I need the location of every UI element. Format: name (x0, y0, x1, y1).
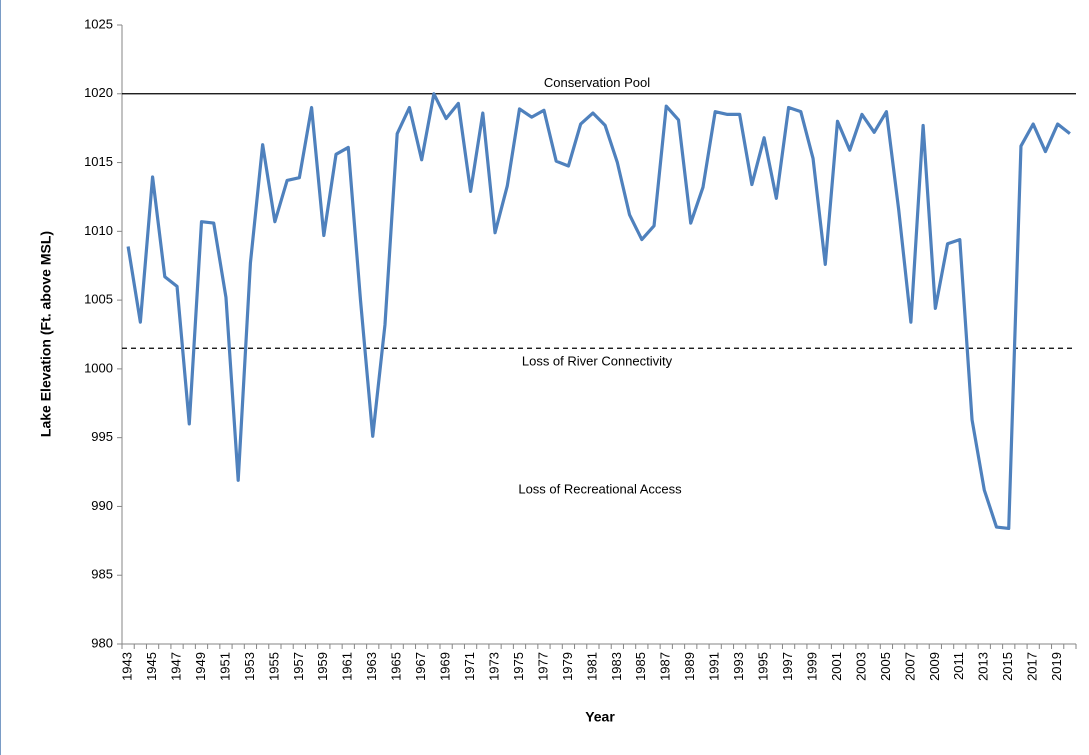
y-tick-label: 1020 (84, 85, 113, 100)
x-tick-label: 1985 (633, 652, 648, 681)
reference-label: Loss of River Connectivity (522, 354, 673, 369)
y-tick-label: 980 (91, 635, 113, 650)
y-tick-label: 990 (91, 498, 113, 513)
x-tick-label: 2011 (951, 652, 966, 680)
x-tick-label: 1957 (291, 652, 306, 681)
x-tick-label: 1969 (438, 652, 453, 681)
y-tick-label: 1010 (84, 223, 113, 238)
y-axis-title: Lake Elevation (Ft. above MSL) (38, 231, 54, 437)
x-tick-label: 2007 (902, 652, 917, 681)
x-axis-title: Year (585, 709, 615, 725)
reference-label: Conservation Pool (544, 75, 650, 90)
x-tick-label: 1965 (389, 652, 404, 681)
x-tick-label: 1963 (364, 652, 379, 681)
y-tick-label: 1000 (84, 360, 113, 375)
y-tick-label: 1005 (84, 292, 113, 307)
x-tick-label: 1991 (707, 652, 722, 681)
y-tick-label: 985 (91, 567, 113, 582)
x-tick-label: 1947 (168, 652, 183, 681)
x-tick-label: 1993 (731, 652, 746, 681)
x-tick-label: 1987 (658, 652, 673, 681)
x-tick-label: 2003 (853, 652, 868, 681)
x-tick-label: 1999 (804, 652, 819, 681)
x-tick-label: 1971 (462, 652, 477, 681)
x-tick-label: 1961 (340, 652, 355, 681)
x-tick-label: 1943 (120, 652, 135, 681)
x-tick-label: 1995 (756, 652, 771, 681)
x-tick-label: 1953 (242, 652, 257, 681)
y-tick-label: 1015 (84, 154, 113, 169)
x-tick-label: 2001 (829, 652, 844, 681)
x-tick-label: 1997 (780, 652, 795, 681)
data-line (126, 92, 1071, 531)
x-tick-label: 1983 (609, 652, 624, 681)
x-tick-label: 1955 (266, 652, 281, 681)
y-tick-label: 995 (91, 429, 113, 444)
x-tick-label: 1959 (315, 652, 330, 681)
x-tick-label: 2015 (1000, 652, 1015, 681)
x-tick-label: 1973 (486, 652, 501, 681)
x-tick-label: 1977 (535, 652, 550, 681)
x-tick-label: 2009 (927, 652, 942, 681)
x-tick-label: 2005 (878, 652, 893, 681)
x-tick-label: 1951 (217, 652, 232, 681)
x-tick-label: 1981 (584, 652, 599, 681)
x-tick-label: 1989 (682, 652, 697, 681)
x-tick-label: 1979 (560, 652, 575, 681)
y-tick-label: 1025 (84, 16, 113, 31)
annotation: Loss of Recreational Access (518, 481, 682, 496)
x-tick-label: 1945 (144, 652, 159, 681)
x-tick-label: 2013 (976, 652, 991, 681)
x-tick-label: 2019 (1049, 652, 1064, 681)
x-tick-label: 1975 (511, 652, 526, 681)
x-tick-label: 2017 (1025, 652, 1040, 681)
x-tick-label: 1949 (193, 652, 208, 681)
x-tick-label: 1967 (413, 652, 428, 681)
